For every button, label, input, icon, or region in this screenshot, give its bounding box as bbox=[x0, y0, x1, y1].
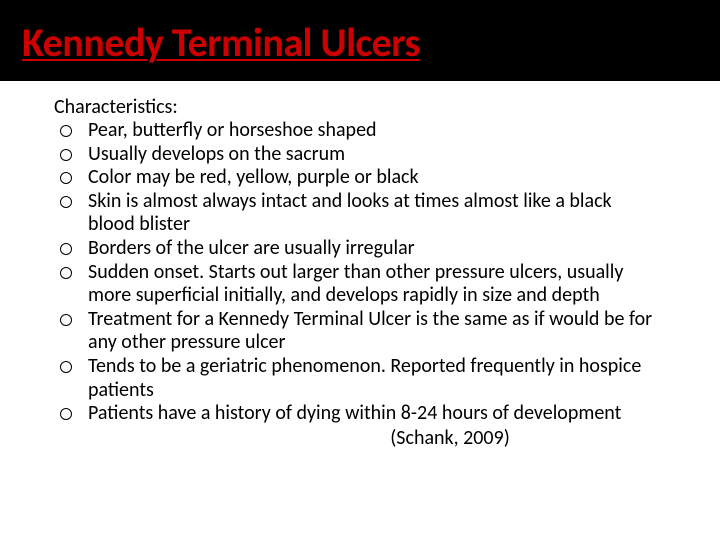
list-item: Sudden onset. Starts out larger than oth… bbox=[82, 261, 660, 308]
bullet-list: Pear, butterfly or horseshoe shaped Usua… bbox=[60, 119, 660, 426]
subheading: Characteristics: bbox=[54, 95, 660, 119]
list-item: Treatment for a Kennedy Terminal Ulcer i… bbox=[82, 308, 660, 355]
citation: (Schank, 2009) bbox=[240, 426, 660, 450]
list-item: Borders of the ulcer are usually irregul… bbox=[82, 237, 660, 261]
list-item: Usually develops on the sacrum bbox=[82, 143, 660, 167]
list-item: Tends to be a geriatric phenomenon. Repo… bbox=[82, 355, 660, 402]
list-item: Skin is almost always intact and looks a… bbox=[82, 190, 660, 237]
list-item: Pear, butterfly or horseshoe shaped bbox=[82, 119, 660, 143]
list-item: Patients have a history of dying within … bbox=[82, 402, 660, 426]
list-item: Color may be red, yellow, purple or blac… bbox=[82, 166, 660, 190]
content-area: Characteristics: Pear, butterfly or hors… bbox=[0, 81, 720, 450]
title-bar: Kennedy Terminal Ulcers bbox=[0, 0, 720, 81]
slide-title: Kennedy Terminal Ulcers bbox=[22, 18, 698, 67]
